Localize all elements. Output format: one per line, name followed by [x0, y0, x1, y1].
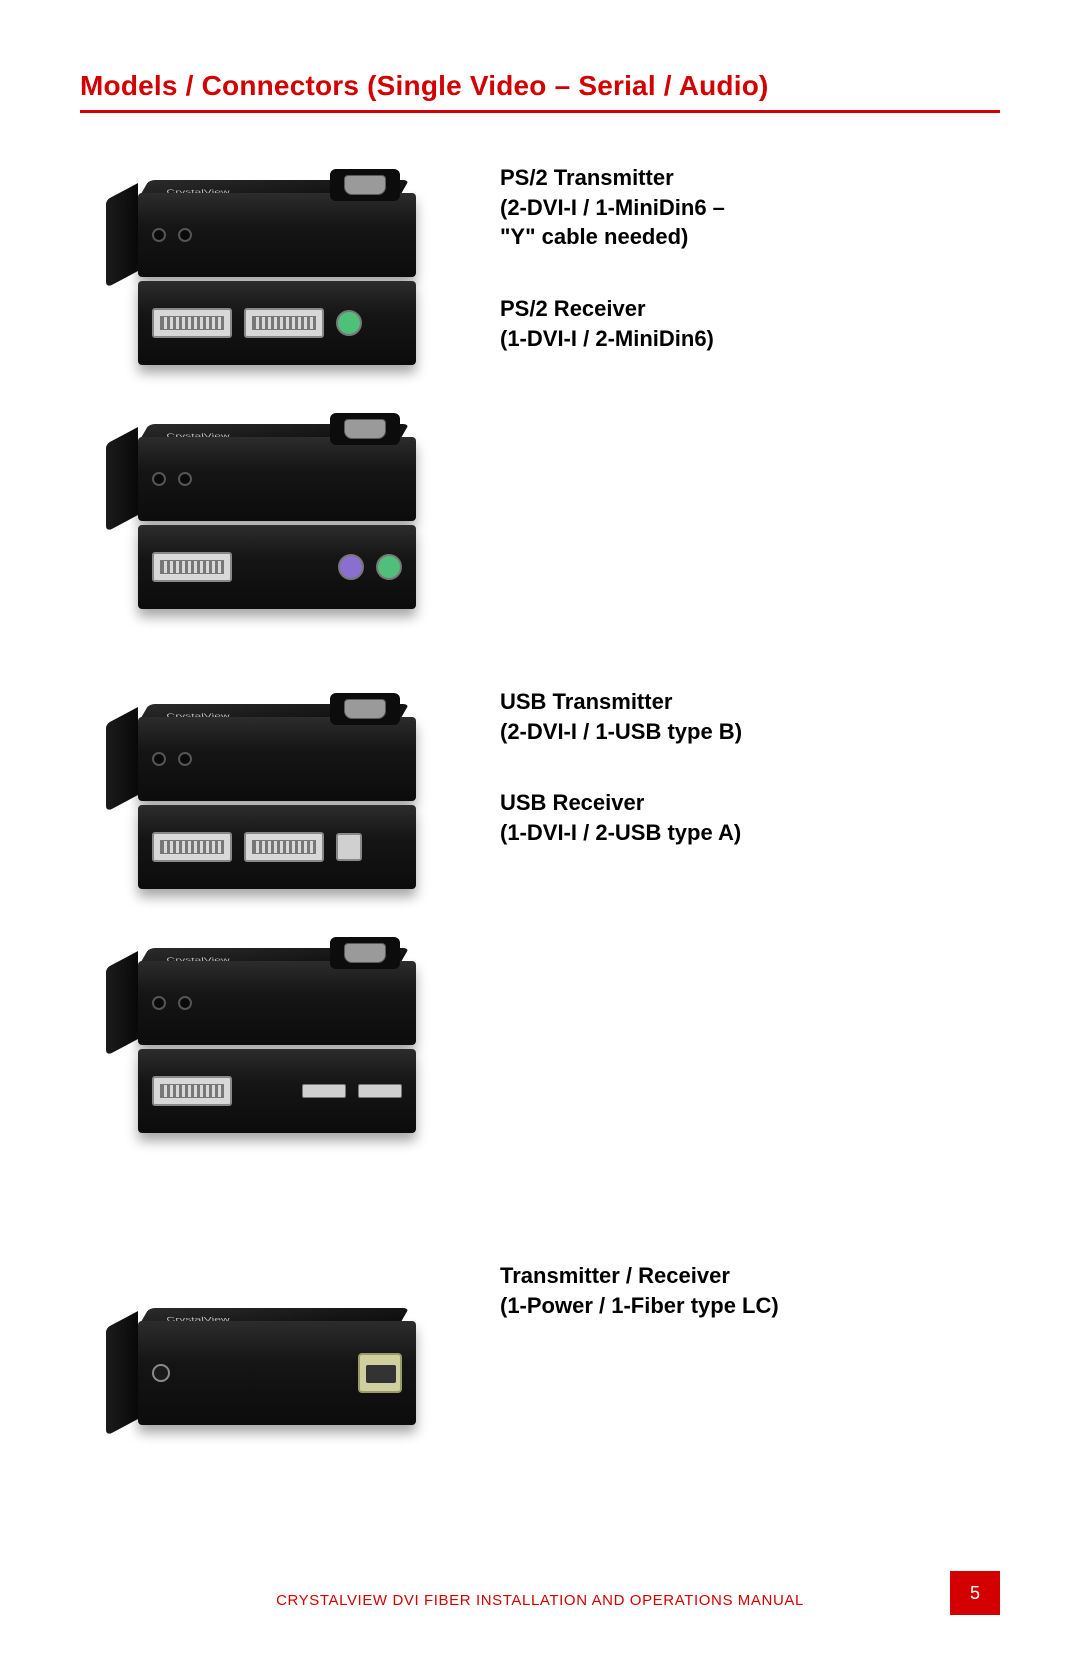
usb-tx-label: USB Transmitter (2-DVI-I / 1-USB type B)	[500, 687, 1000, 746]
audio-jack-icon	[178, 996, 192, 1010]
ps2-rx-label: PS/2 Receiver (1-DVI-I / 2-MiniDin6)	[500, 294, 1000, 353]
ps2-tx-label: PS/2 Transmitter (2-DVI-I / 1-MiniDin6 –…	[500, 163, 1000, 252]
usb-rx-label: USB Receiver (1-DVI-I / 2-USB type A)	[500, 788, 1000, 847]
audio-jack-icon	[178, 472, 192, 486]
page-title: Models / Connectors (Single Video – Seri…	[80, 70, 1000, 102]
ps2-receiver-img	[110, 397, 440, 547]
power-port-icon	[152, 1364, 170, 1382]
usb-b-port-icon	[336, 833, 362, 861]
audio-jack-icon	[152, 472, 166, 486]
page-number-badge: 5	[950, 1571, 1000, 1615]
dvi-port-icon	[152, 308, 232, 338]
dvi-port-icon	[152, 832, 232, 862]
footer-text: CRYSTALVIEW DVI FIBER INSTALLATION AND O…	[276, 1592, 804, 1609]
section-fiber: Transmitter / Receiver (1-Power / 1-Fibe…	[80, 1251, 1000, 1451]
db9-icon	[330, 413, 400, 445]
audio-jack-icon	[152, 752, 166, 766]
usb-image-col	[80, 677, 500, 1071]
db9-icon	[330, 169, 400, 201]
db9-icon	[330, 693, 400, 725]
audio-jack-icon	[178, 752, 192, 766]
usb-receiver-img	[110, 921, 440, 1071]
audio-jack-icon	[152, 996, 166, 1010]
page-footer: CRYSTALVIEW DVI FIBER INSTALLATION AND O…	[0, 1592, 1080, 1609]
ps2-image-col	[80, 153, 500, 547]
minidin-port-icon	[376, 554, 402, 580]
fiber-unit-img	[110, 1281, 440, 1451]
fiber-image-col	[80, 1251, 500, 1451]
dvi-port-icon	[244, 832, 324, 862]
minidin-port-icon	[336, 310, 362, 336]
db9-icon	[330, 937, 400, 969]
section-ps2: PS/2 Transmitter (2-DVI-I / 1-MiniDin6 –…	[80, 153, 1000, 547]
audio-jack-icon	[152, 228, 166, 242]
title-divider	[80, 110, 1000, 113]
ps2-transmitter-img	[110, 153, 440, 303]
fiber-label: Transmitter / Receiver (1-Power / 1-Fibe…	[500, 1261, 1000, 1320]
minidin-port-icon	[338, 554, 364, 580]
dvi-port-icon	[244, 308, 324, 338]
dvi-port-icon	[152, 552, 232, 582]
dvi-port-icon	[152, 1076, 232, 1106]
usb-transmitter-img	[110, 677, 440, 827]
audio-jack-icon	[178, 228, 192, 242]
usb-a-port-icon	[358, 1084, 402, 1098]
usb-a-port-icon	[302, 1084, 346, 1098]
fiber-lc-port-icon	[358, 1353, 402, 1393]
section-usb: USB Transmitter (2-DVI-I / 1-USB type B)…	[80, 677, 1000, 1071]
